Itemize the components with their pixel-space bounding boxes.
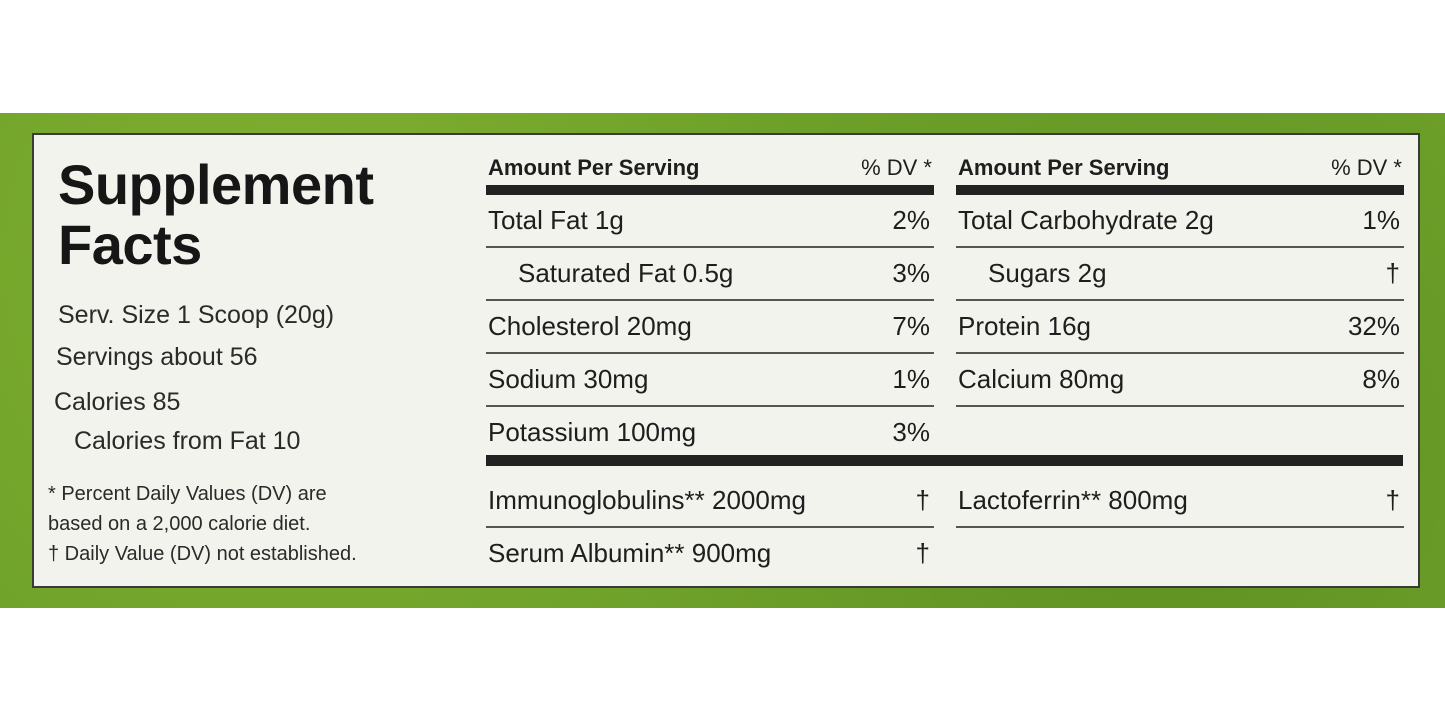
nutrient-row: Total Fat 1g 2% (486, 195, 934, 248)
nutrient-dv: 2% (892, 205, 930, 235)
nutrient-column-right: Amount Per Serving % DV * Total Carbohyd… (956, 151, 1404, 407)
ingredient-dv: † (1385, 485, 1400, 515)
nutrient-dv: 32% (1347, 311, 1400, 341)
footnote-dagger: † Daily Value (DV) not established. (48, 543, 357, 565)
nutrient-row: Sugars 2g † (956, 248, 1404, 301)
nutrient-dv: † (1385, 258, 1400, 288)
footnote-diet: based on a 2,000 calorie diet. (48, 513, 311, 535)
nutrient-row: Total Carbohydrate 2g 1% (956, 195, 1404, 248)
ingredient-dv: † (915, 485, 930, 515)
nutrient-dv: 7% (892, 311, 930, 341)
nutrient-dv: 3% (892, 258, 930, 288)
other-ingredients-left: Immunoglobulins** 2000mg † Serum Albumin… (486, 475, 934, 579)
serving-size: Serv. Size 1 Scoop (20g) (58, 301, 335, 329)
servings-per-container: Servings about 56 (56, 343, 258, 371)
nutrient-dv: 3% (892, 417, 930, 447)
nutrient-row: Cholesterol 20mg 7% (486, 301, 934, 354)
ingredient-row: Serum Albumin** 900mg † (486, 528, 934, 579)
nutrient-row: Calcium 80mg 8% (956, 354, 1404, 407)
nutrient-name: Protein 16g (958, 311, 1091, 341)
amount-per-serving-label: Amount Per Serving (488, 155, 700, 180)
ingredient-row: Lactoferrin** 800mg † (956, 475, 1404, 528)
ingredient-name: Immunoglobulins** 2000mg (488, 485, 806, 515)
supplement-facts-panel: Supplement Facts Serv. Size 1 Scoop (20g… (32, 133, 1420, 588)
nutrient-name: Cholesterol 20mg (488, 311, 692, 341)
nutrient-name: Sugars 2g (988, 258, 1107, 288)
title-line-2: Facts (58, 213, 202, 276)
nutrient-row: Saturated Fat 0.5g 3% (486, 248, 934, 301)
nutrient-name: Saturated Fat 0.5g (518, 258, 734, 288)
amount-per-serving-label: Amount Per Serving (958, 155, 1170, 180)
nutrient-name: Potassium 100mg (488, 417, 697, 447)
nutrient-row: Potassium 100mg 3% (486, 407, 934, 458)
ingredient-row: Immunoglobulins** 2000mg † (486, 475, 934, 528)
nutrient-dv: 1% (1362, 205, 1400, 235)
percent-dv-label: % DV * (1331, 155, 1402, 180)
nutrient-name: Total Carbohydrate 2g (958, 205, 1214, 235)
footnote-dv: * Percent Daily Values (DV) are (48, 483, 327, 505)
ingredient-name: Serum Albumin** 900mg (488, 538, 772, 568)
panel-title: Supplement Facts (58, 153, 374, 276)
ingredient-name: Lactoferrin** 800mg (958, 485, 1188, 515)
ingredient-dv: † (915, 538, 930, 568)
nutrient-name: Sodium 30mg (488, 364, 649, 394)
column-header: Amount Per Serving % DV * (486, 151, 934, 195)
section-divider (486, 455, 1403, 466)
nutrient-column-left: Amount Per Serving % DV * Total Fat 1g 2… (486, 151, 934, 458)
percent-dv-label: % DV * (861, 155, 932, 180)
nutrient-dv: 1% (892, 364, 930, 394)
nutrient-name: Calcium 80mg (958, 364, 1125, 394)
column-header: Amount Per Serving % DV * (956, 151, 1404, 195)
other-ingredients-right: Lactoferrin** 800mg † (956, 475, 1404, 528)
nutrient-row: Sodium 30mg 1% (486, 354, 934, 407)
nutrient-name: Total Fat 1g (488, 205, 624, 235)
calories-from-fat: Calories from Fat 10 (74, 427, 301, 455)
title-line-1: Supplement (58, 153, 374, 216)
calories: Calories 85 (54, 388, 181, 416)
nutrient-row: Protein 16g 32% (956, 301, 1404, 354)
nutrient-dv: 8% (1362, 364, 1400, 394)
